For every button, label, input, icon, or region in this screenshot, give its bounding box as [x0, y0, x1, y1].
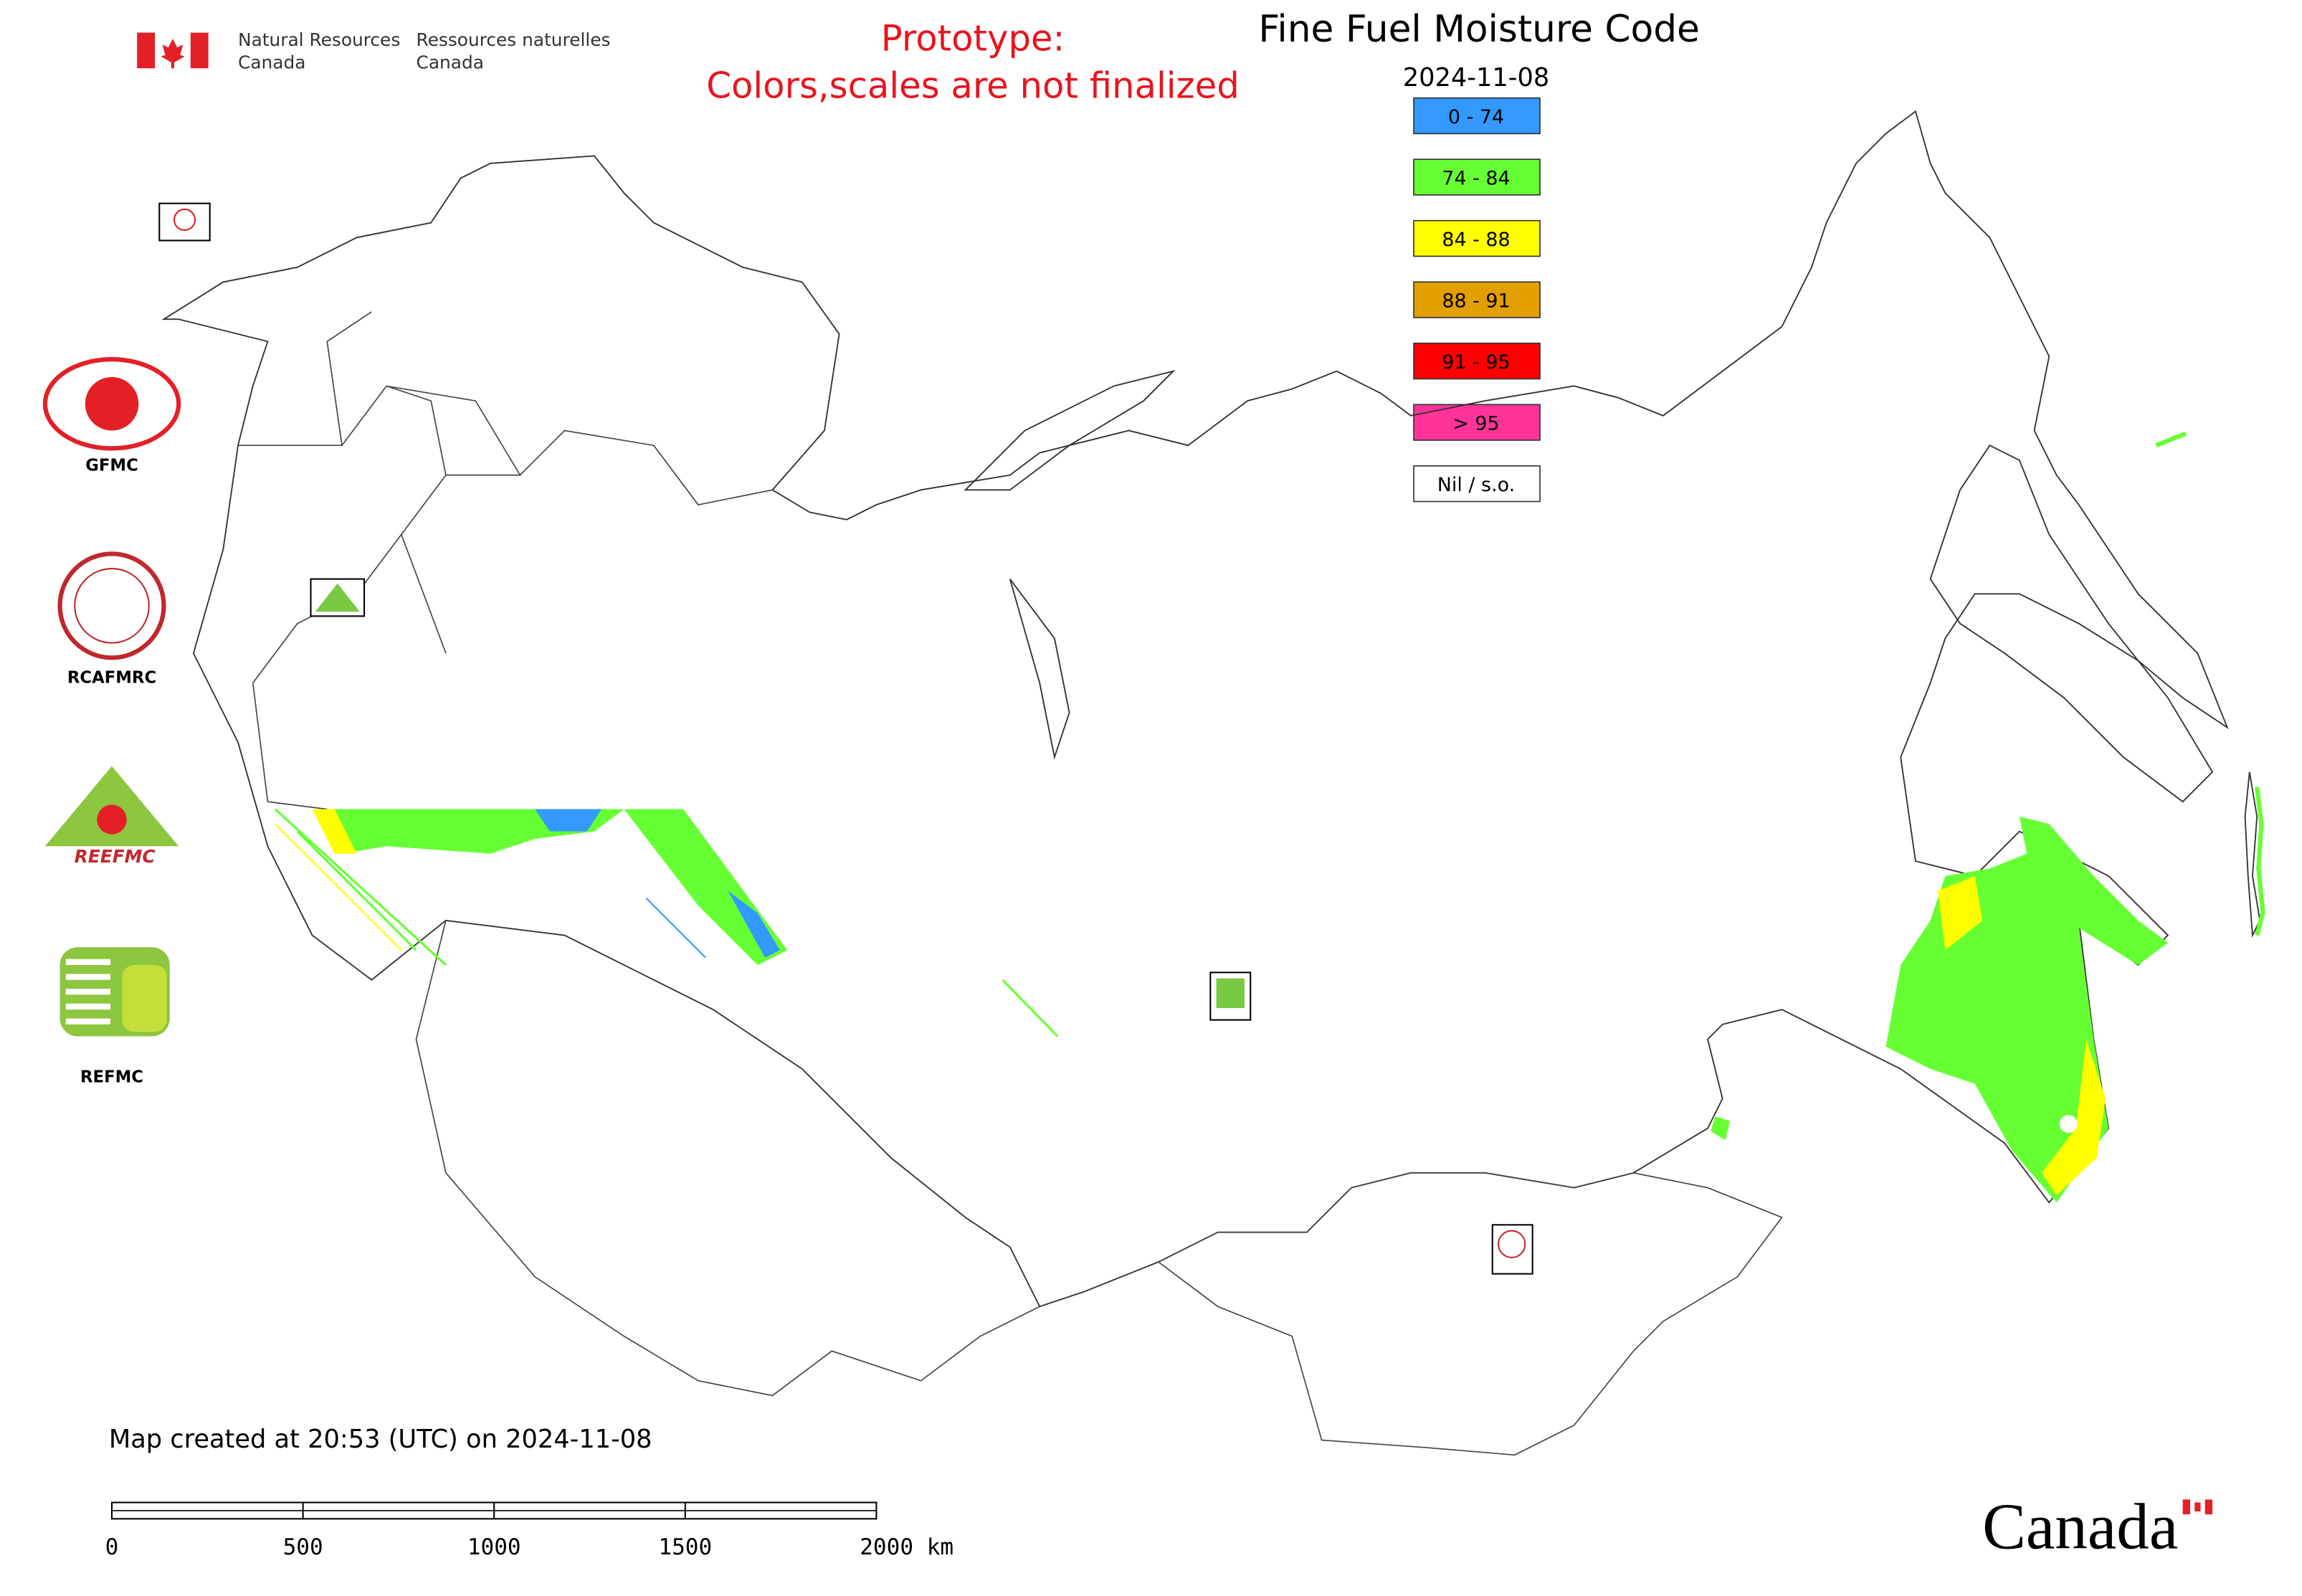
ffmc-streak — [275, 823, 402, 951]
org-fr: Ressources naturelles — [417, 29, 611, 50]
logo-gfmc-mark — [85, 376, 139, 431]
wordmark-flag-leaf — [2194, 1502, 2201, 1511]
scale-bar-label: 500 — [283, 1534, 323, 1560]
legend-label: > 95 — [1452, 412, 1499, 434]
europe-borders — [238, 311, 773, 810]
logo-refmc-panel — [122, 964, 167, 1032]
map-title: Fine Fuel Moisture Code — [1258, 8, 1700, 51]
ffmc-area — [728, 890, 780, 958]
ffmc-gap — [2059, 1115, 2078, 1133]
scale-bar-label: 2000 km — [860, 1534, 953, 1560]
flag-band — [137, 32, 156, 69]
coastline — [161, 110, 2229, 1308]
center-icon-mark — [1216, 978, 1245, 1009]
scale-bar: 0 500 1000 1500 2000 km — [105, 1501, 953, 1560]
center-icon-mark — [1498, 1230, 1526, 1258]
flag-band — [190, 32, 209, 69]
logos: GFMC RCAFMRC REEFMC REFMC — [42, 357, 181, 1087]
ffmc-streak — [2255, 787, 2265, 936]
legend: 0 - 74 74 - 84 84 - 88 88 - 91 91 - 95 > 95 Ni… — [1413, 97, 1541, 503]
center-icon-mark — [173, 208, 196, 231]
mongolia-border — [1157, 1172, 1783, 1456]
logo-refmc-stripes — [65, 959, 110, 1025]
maple-leaf — [161, 38, 185, 69]
center-icon — [1491, 1224, 1533, 1275]
kamchatka — [1929, 445, 2214, 803]
scale-bar-label: 1000 — [467, 1534, 521, 1560]
wordmark-flag-band — [2182, 1499, 2190, 1515]
logo-gfmc — [42, 357, 181, 451]
legend-label: 74 - 84 — [1442, 167, 1510, 189]
notice: Prototype: — [881, 17, 1065, 59]
legend-swatch — [1413, 465, 1541, 503]
footer-note: Map created at 20:53 (UTC) on 2024-11-08 — [109, 1425, 652, 1454]
scale-bar-label: 1500 — [658, 1534, 712, 1560]
wordmark: Canada — [1982, 1491, 2178, 1563]
ffmc-streak — [274, 808, 1059, 1037]
ffmc-area — [312, 809, 357, 854]
notice: Colors,scales are not finalized — [706, 65, 1239, 107]
map-icons — [158, 202, 1533, 1275]
ffmc-area — [1937, 875, 1983, 951]
logo-label: REEFMC — [75, 846, 156, 867]
basemap — [161, 110, 2261, 1456]
legend-swatch — [1413, 158, 1541, 196]
legend-label: 91 - 95 — [1442, 351, 1510, 374]
legend-swatch — [1413, 219, 1541, 257]
logo-rcafmrc-ring — [74, 568, 150, 644]
legend-swatch — [1413, 342, 1541, 380]
map-date: 2024-11-08 — [1403, 63, 1550, 92]
logo-reefmc-mark — [97, 804, 127, 835]
ffmc-area — [1711, 1116, 1731, 1141]
ffmc-area — [2041, 1039, 2106, 1195]
legend-label: 88 - 91 — [1442, 290, 1510, 312]
legend-label: 84 - 88 — [1442, 229, 1510, 251]
ffmc-area — [535, 809, 602, 832]
scale-bar-label: 0 — [105, 1534, 119, 1560]
legend-swatch — [1413, 281, 1541, 318]
center-icon-mark — [315, 583, 360, 612]
novaya-zemlya — [964, 369, 1176, 760]
legend-label: Nil / s.o. — [1437, 474, 1515, 496]
sakhalin — [2244, 771, 2261, 938]
logo-label: RCAFMRC — [67, 669, 156, 688]
org-en: Canada — [238, 52, 305, 72]
ffmc-layer — [274, 431, 2265, 1203]
legend-swatch — [1413, 97, 1541, 135]
org-en: Natural Resources — [238, 29, 400, 50]
wordmark-flag-band — [2205, 1499, 2213, 1515]
canada-wordmark: Canada — [1982, 1491, 2213, 1563]
logo-label: GFMC — [85, 456, 138, 475]
ffmc-streak — [645, 898, 707, 959]
kazakhstan-border — [415, 920, 1040, 1397]
gov-header: Natural Resources Canada Ressources natu… — [137, 29, 611, 72]
logo-label: REFMC — [80, 1068, 143, 1087]
ffmc-area — [624, 809, 788, 965]
ffmc-streak — [2155, 431, 2187, 448]
org-fr: Canada — [417, 52, 484, 72]
legend-label: 0 - 74 — [1448, 106, 1504, 128]
